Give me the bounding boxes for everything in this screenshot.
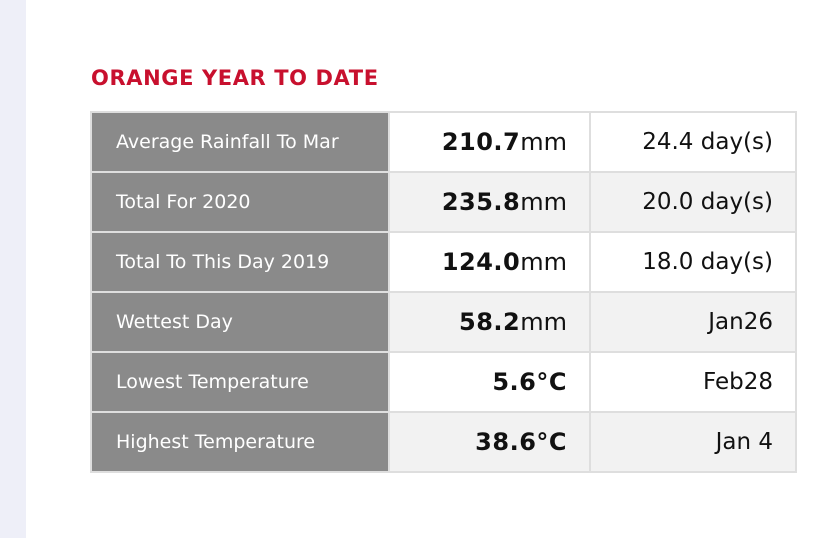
row-value: 38.6°C [388, 411, 591, 473]
row-extra: Feb28 [589, 351, 797, 413]
value-unit: mm [520, 188, 567, 216]
table-row: Lowest Temperature 5.6°C Feb28 [90, 351, 797, 413]
row-value: 235.8mm [388, 171, 591, 233]
row-extra: Jan26 [589, 291, 797, 353]
row-extra: 20.0 day(s) [589, 171, 797, 233]
table-row: Total For 2020 235.8mm 20.0 day(s) [90, 171, 797, 233]
table-row: Highest Temperature 38.6°C Jan 4 [90, 411, 797, 473]
value-unit: mm [520, 128, 567, 156]
row-extra: 18.0 day(s) [589, 231, 797, 293]
row-value: 124.0mm [388, 231, 591, 293]
year-to-date-table: Average Rainfall To Mar 210.7mm 24.4 day… [90, 111, 797, 473]
row-value: 210.7mm [388, 111, 591, 173]
value-unit: mm [520, 248, 567, 276]
row-label: Total To This Day 2019 [90, 231, 390, 293]
table-row: Wettest Day 58.2mm Jan26 [90, 291, 797, 353]
table-row: Total To This Day 2019 124.0mm 18.0 day(… [90, 231, 797, 293]
value-number: 58.2 [459, 308, 521, 336]
value-unit: mm [520, 308, 567, 336]
row-label: Highest Temperature [90, 411, 390, 473]
row-extra: 24.4 day(s) [589, 111, 797, 173]
row-label: Total For 2020 [90, 171, 390, 233]
value-number: 210.7 [441, 128, 521, 156]
side-strip [0, 0, 26, 538]
table-row: Average Rainfall To Mar 210.7mm 24.4 day… [90, 111, 797, 173]
row-label: Average Rainfall To Mar [90, 111, 390, 173]
value-number: 124.0 [441, 248, 521, 276]
value-number: 5.6°C [492, 368, 567, 396]
section-title: ORANGE YEAR TO DATE [91, 66, 379, 90]
row-extra: Jan 4 [589, 411, 797, 473]
row-label: Lowest Temperature [90, 351, 390, 413]
row-label: Wettest Day [90, 291, 390, 353]
row-value: 58.2mm [388, 291, 591, 353]
row-value: 5.6°C [388, 351, 591, 413]
value-number: 38.6°C [475, 428, 567, 456]
value-number: 235.8 [441, 188, 521, 216]
